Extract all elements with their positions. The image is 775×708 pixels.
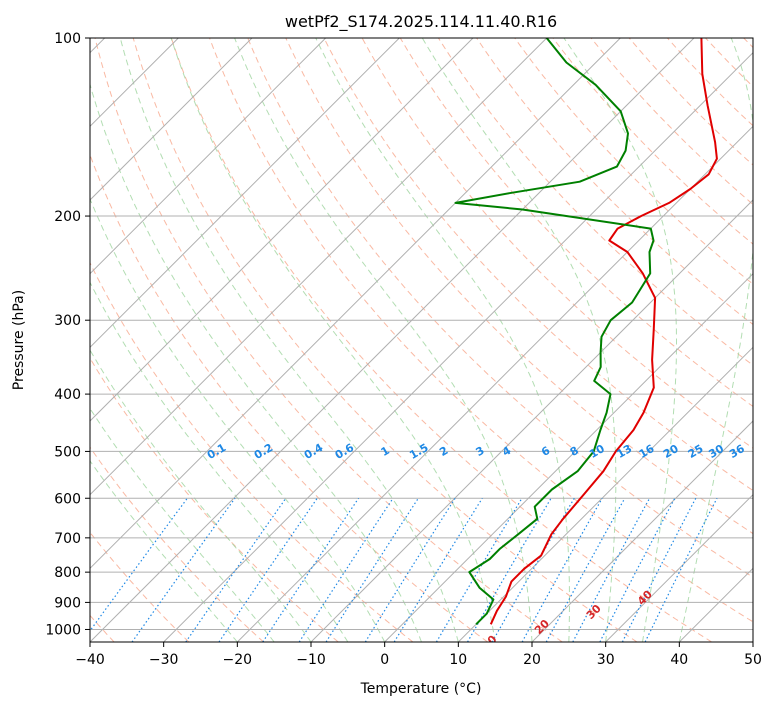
isotherm	[90, 38, 695, 642]
isotherm	[457, 346, 753, 642]
moist-adiabat	[90, 459, 238, 642]
mixing-ratio-line	[262, 497, 360, 642]
dry-adiabat	[514, 38, 753, 285]
moist-adiabat	[90, 197, 386, 642]
y-tick-label: 700	[54, 531, 81, 547]
dry-adiabat	[90, 446, 264, 642]
x-tick-label: 40	[670, 652, 688, 668]
y-tick-label: 900	[54, 595, 81, 611]
mixing-ratio-line	[393, 497, 483, 642]
dry-adiabats	[90, 38, 753, 642]
mixing-ratio-lines	[90, 497, 718, 642]
isotherm	[605, 493, 753, 642]
dewpoint-trace	[454, 38, 655, 626]
mixing-ratio-line	[218, 497, 318, 642]
mixing-ratio-line	[90, 497, 188, 632]
y-tick-label: 600	[54, 491, 81, 507]
dry-adiabat	[247, 38, 753, 578]
mixing-ratio-line	[572, 498, 651, 642]
x-axis-ticks: −40 −30 −20 −10 0 10 20 30 40 50	[75, 642, 762, 668]
isotherm	[310, 199, 753, 642]
mixing-ratio-line	[599, 498, 676, 642]
moist-adiabat	[563, 38, 677, 642]
x-tick-label: 50	[744, 652, 762, 668]
mixing-ratio-line	[325, 497, 419, 642]
sounding-traces	[454, 38, 718, 626]
y-tick-label: 300	[54, 313, 81, 329]
dry-adiabat	[132, 38, 638, 642]
moist-adiabat	[421, 38, 617, 642]
y-axis-label: Pressure (hPa)	[11, 290, 27, 390]
dry-adiabat	[170, 38, 712, 642]
moist-adiabat	[234, 38, 533, 642]
y-tick-label: 400	[54, 387, 81, 403]
chart-title: wetPf2_S174.2025.114.11.40.R16	[285, 12, 557, 32]
isotherm	[90, 38, 400, 349]
x-axis-label: Temperature (°C)	[360, 681, 482, 697]
x-tick-label: 10	[449, 652, 467, 668]
plot-frame	[89, 37, 754, 643]
x-tick-label: 0	[380, 652, 389, 668]
y-tick-label: 1000	[45, 623, 81, 639]
isotherm	[90, 38, 548, 496]
moist-adiabat	[90, 82, 422, 642]
moist-adiabat	[315, 38, 570, 642]
y-tick-label: 100	[54, 31, 81, 47]
dry-adiabat	[90, 261, 414, 642]
mixing-ratio-line	[131, 497, 236, 642]
moist-adiabat	[119, 38, 459, 642]
dry-adiabat	[209, 38, 753, 623]
isotherm	[384, 272, 753, 642]
isotherm	[90, 38, 327, 275]
isotherm	[531, 420, 753, 642]
mixing-ratio-line	[621, 498, 697, 642]
moist-adiabat	[90, 407, 275, 642]
mixing-ratio-line	[644, 498, 718, 642]
x-tick-label: −30	[149, 652, 179, 668]
y-axis-ticks: 100 200 300 400 500 600 700 800 900 1000	[45, 31, 90, 639]
dry-adiabat	[323, 38, 753, 492]
isotherm	[90, 38, 621, 570]
dry-adiabat-label: 10	[480, 632, 500, 652]
dry-adiabat	[285, 38, 753, 535]
isotherm	[163, 51, 753, 642]
x-tick-label: 20	[523, 652, 541, 668]
isotherms	[90, 38, 753, 642]
mixing-ratio-line	[364, 497, 456, 642]
moist-adiabats	[90, 38, 753, 642]
mixing-ratio-line	[545, 498, 626, 642]
x-tick-label: −40	[75, 652, 105, 668]
dry-adiabat	[476, 38, 753, 326]
moist-adiabat	[90, 281, 349, 642]
temperature-trace	[489, 38, 718, 625]
moist-adiabat	[170, 38, 496, 642]
isotherm	[236, 125, 753, 642]
isotherm	[90, 38, 474, 422]
x-tick-label: −20	[223, 652, 253, 668]
x-tick-label: −10	[296, 652, 326, 668]
moist-adiabat	[678, 38, 753, 642]
y-tick-label: 200	[54, 209, 81, 225]
y-tick-label: 500	[54, 444, 81, 460]
isotherm	[90, 38, 253, 201]
x-tick-label: 30	[597, 652, 615, 668]
y-tick-label: 800	[54, 565, 81, 581]
dry-adiabat	[90, 357, 339, 642]
